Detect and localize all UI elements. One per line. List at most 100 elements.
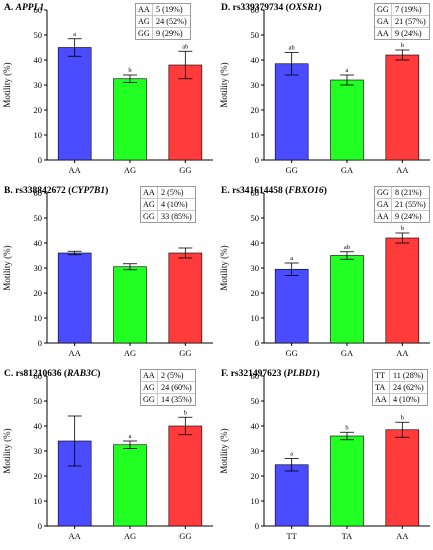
y-tick-label: 20 [34,471,43,481]
y-tick-label: 50 [34,30,43,40]
legend-genotype: GG [375,4,392,15]
panel-title-prefix: A. [4,3,14,13]
y-tick-label: 20 [251,288,260,298]
legend-row: AG 4 (10%) [141,198,195,210]
y-tick-label: 30 [251,263,260,273]
legend-count: 21 (55%) [395,200,426,209]
y-tick-label: 60 [251,5,260,15]
x-tick-label: AA [396,531,409,541]
genotype-count-legend: AA 2 (5%) AG 24 (60%) GG 14 (35%) [140,369,196,406]
significance-letter: a [73,31,76,38]
significance-letter: a [129,433,132,440]
significance-letter: b [128,67,131,74]
significance-letter: a [346,67,349,74]
panel-title-gene: FBXO16 [288,186,324,196]
panel-title-snp: rs81210636 [15,369,62,379]
y-tick-label: 60 [251,188,260,198]
y-tick-label: 20 [34,105,43,115]
y-tick-label: 10 [34,313,43,323]
y-tick-label: 40 [251,55,260,65]
significance-letter: b [401,414,404,421]
x-tick-label: GA [341,165,354,175]
legend-count: 24 (62%) [393,383,424,392]
y-tick-label: 10 [251,496,260,506]
genotype-count-legend: AA 5 (19%) AG 24 (52%) GG 9 (29%) [135,3,191,40]
x-tick-label: AA [69,348,82,358]
y-tick-label: 30 [34,263,43,273]
y-tick-label: 10 [34,496,43,506]
y-tick-label: 40 [34,421,43,431]
panel-title: C. rs81210636 (RAB3C) [4,369,101,379]
significance-letter: ab [289,45,295,52]
panel-title: D. rs339379734 (OXSR1) [221,3,322,13]
y-tick-label: 50 [251,213,260,223]
panel-title-snp: rs338842672 [15,186,66,196]
y-tick-label: 40 [251,238,260,248]
legend-count: 21 (57%) [395,17,426,26]
y-tick-label: 0 [38,338,42,348]
y-tick-label: 30 [251,446,260,456]
legend-row: TT 11 (28%) [373,370,427,381]
chart-svg: 0 10 20 30 40 50 60 ab GG a GA b AA [251,5,430,175]
legend-count: 9 (24%) [395,212,422,221]
legend-row: TA 24 (62%) [373,381,427,393]
y-tick-label: 50 [251,396,260,406]
significance-letter: ab [344,244,350,251]
bar-ag [113,266,147,344]
legend-count: 9 (29%) [156,29,183,38]
x-tick-label: GG [286,165,298,175]
panel-title-prefix: F. [221,369,229,379]
panel-title-gene: RAB3C [67,369,98,379]
bar-ga [330,255,364,344]
bar-aa [385,429,420,527]
legend-count: 24 (52%) [156,17,187,26]
legend-row: AG 24 (52%) [136,15,190,27]
y-tick-label: 30 [34,446,43,456]
genotype-count-legend: AA 2 (5%) AG 4 (10%) GG 33 (85%) [140,186,196,223]
panel-title-prefix: C. [4,369,14,379]
legend-row: AA 9 (24%) [375,210,429,222]
panel-title-snp: rs339379734 [232,3,284,13]
bar-aa [385,237,420,344]
panel-title-gene: CYP7B1 [71,186,106,196]
panel-title: E. rs341614458 (FBXO16) [221,186,327,196]
legend-genotype: AA [373,394,390,405]
y-tick-label: 50 [251,30,260,40]
y-tick-label: 10 [251,130,260,140]
bar-aa [57,47,92,161]
panel-title-snp: rs321497623 [230,369,282,379]
legend-count: 24 (60%) [161,383,192,392]
genotype-count-legend: GG 8 (21%) GA 21 (55%) AA 9 (24%) [374,186,430,223]
x-tick-label: AG [124,165,136,175]
chart-svg: 0 10 20 30 40 50 60 a GG ab GA b AA [251,188,430,358]
legend-genotype: GG [136,28,153,39]
significance-letter: a [290,451,293,458]
legend-row: GG 8 (21%) [375,187,429,198]
y-tick-label: 20 [251,105,260,115]
legend-genotype: TA [373,382,390,393]
legend-genotype: AA [375,28,392,39]
panel-title-snp: rs341614458 [232,186,283,196]
legend-row: AA 5 (19%) [136,4,190,15]
y-tick-label: 30 [251,80,260,90]
legend-row: GA 21 (57%) [375,15,429,27]
legend-row: AG 24 (60%) [141,381,195,393]
y-tick-label: 20 [251,471,260,481]
x-tick-label: TA [342,531,354,541]
significance-letter: b [184,409,187,416]
legend-genotype: GG [141,211,158,222]
y-tick-label: 40 [251,421,260,431]
bar-ag [113,78,147,161]
legend-count: 2 (5%) [161,188,184,197]
legend-count: 4 (10%) [393,395,420,404]
y-tick-label: 0 [255,155,259,165]
panel-title-prefix: B. [4,186,13,196]
legend-genotype: AA [141,370,158,381]
genotype-count-legend: GG 7 (19%) GA 21 (57%) AA 9 (24%) [374,3,430,40]
panel-title-prefix: E. [221,186,230,196]
bar-gg [274,63,309,161]
legend-genotype: GA [375,199,392,210]
chart-svg: 0 10 20 30 40 50 60 a AA b AG ab GG [34,5,213,175]
y-tick-label: 10 [251,313,260,323]
bar-aa [57,252,92,344]
